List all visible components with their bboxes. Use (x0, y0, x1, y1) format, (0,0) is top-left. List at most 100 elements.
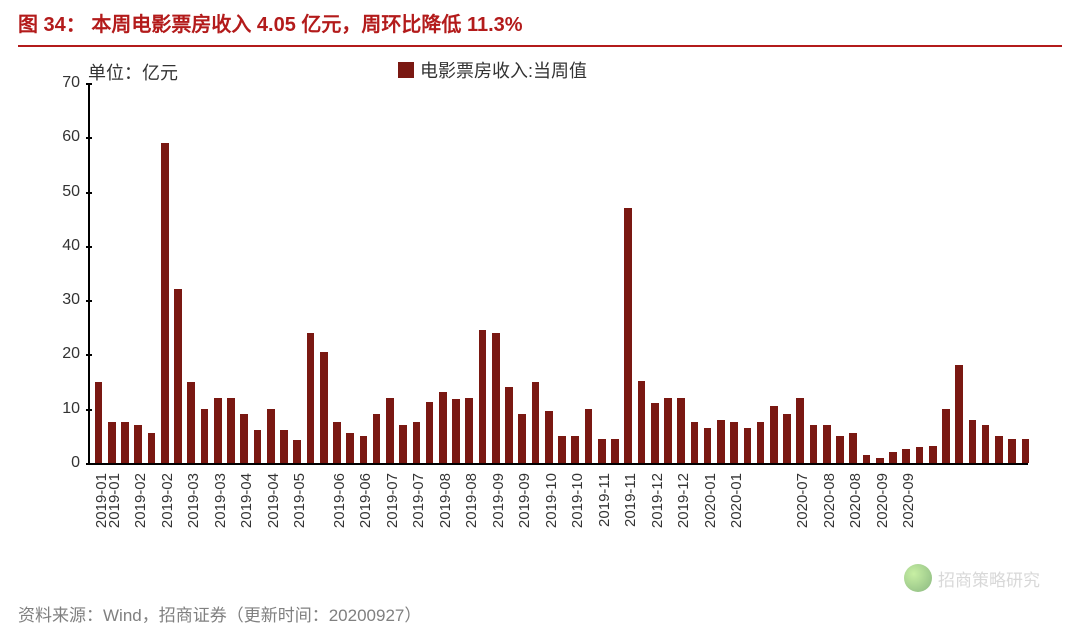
legend-swatch (398, 62, 414, 78)
bar (916, 447, 924, 463)
bar (399, 425, 407, 463)
x-tick-label: 2019-07 (410, 473, 427, 528)
bar (346, 433, 354, 463)
bar (730, 422, 738, 463)
bar (638, 381, 646, 464)
bar (955, 365, 963, 463)
y-tick: 10 (62, 400, 90, 418)
x-tick-label: 2019-06 (331, 473, 348, 528)
source-text: 资料来源：Wind，招商证券（更新时间：20200927） (18, 601, 421, 626)
bar (757, 422, 765, 463)
bar (121, 422, 129, 463)
x-tick-label: 2019-02 (159, 473, 176, 528)
plot-region: 010203040506070 (88, 85, 1028, 465)
x-tick-label: 2019-02 (132, 473, 149, 528)
bar (664, 398, 672, 463)
bar (545, 411, 553, 463)
bar (929, 446, 937, 463)
x-tick-label: 2019-08 (463, 473, 480, 528)
x-tick-label: 2019-12 (675, 473, 692, 528)
x-tick-label: 2019-06 (357, 473, 374, 528)
x-tick-label: 2019-11 (596, 473, 613, 527)
x-tick-label: 2020-08 (821, 473, 838, 528)
title-underline (18, 45, 1062, 47)
y-tick: 70 (62, 74, 90, 92)
bar (439, 392, 447, 463)
bar (770, 406, 778, 463)
bar (571, 436, 579, 463)
legend: 电影票房收入:当周值 (398, 57, 587, 83)
x-tick-label: 2019-10 (543, 473, 560, 528)
bar (333, 422, 341, 463)
bar (148, 433, 156, 463)
bar (836, 436, 844, 463)
bar (492, 333, 500, 463)
bar (293, 440, 301, 463)
bar (214, 398, 222, 463)
bar (532, 382, 540, 463)
chart-area: 单位：亿元 电影票房收入:当周值 010203040506070 2019-01… (18, 55, 1062, 575)
bar (677, 398, 685, 463)
bar (187, 382, 195, 463)
bar (995, 436, 1003, 463)
bar (585, 409, 593, 463)
watermark: 招商策略研究 (904, 564, 1040, 592)
bar (174, 289, 182, 463)
y-tick: 60 (62, 128, 90, 146)
bar (465, 398, 473, 463)
bar (426, 402, 434, 463)
y-tick: 50 (62, 183, 90, 201)
y-tick: 40 (62, 237, 90, 255)
bar (876, 458, 884, 463)
bar (902, 449, 910, 463)
bar-series (90, 85, 1028, 463)
bar (452, 399, 460, 463)
figure-text: 本周电影票房收入 4.05 亿元，周环比降低 11.3% (91, 14, 522, 36)
x-tick-label: 2019-08 (437, 473, 454, 528)
figure-title: 图 34： 本周电影票房收入 4.05 亿元，周环比降低 11.3% (0, 0, 1080, 43)
bar (849, 433, 857, 463)
bar (863, 455, 871, 463)
bar (479, 330, 487, 463)
x-tick-label: 2019-12 (649, 473, 666, 528)
bar (810, 425, 818, 463)
bar (280, 430, 288, 463)
bar (161, 143, 169, 463)
x-tick-label: 2020-01 (702, 473, 719, 528)
bar (558, 436, 566, 463)
bar (624, 208, 632, 463)
x-tick-label: 2019-11 (622, 473, 639, 527)
bar (518, 414, 526, 463)
bar (717, 420, 725, 463)
y-tick: 30 (62, 291, 90, 309)
bar (796, 398, 804, 463)
x-tick-label: 2020-09 (900, 473, 917, 528)
bar (320, 352, 328, 463)
bar (611, 439, 619, 463)
bar (254, 430, 262, 463)
bar (691, 422, 699, 463)
bar (744, 428, 752, 463)
bar (413, 422, 421, 463)
legend-text: 电影票房收入:当周值 (420, 57, 587, 83)
bar (651, 403, 659, 463)
x-tick-label: 2020-01 (728, 473, 745, 528)
x-tick-label: 2019-10 (569, 473, 586, 528)
x-tick-label: 2020-09 (874, 473, 891, 528)
x-tick-label: 2019-09 (516, 473, 533, 528)
x-tick-label: 2020-08 (847, 473, 864, 528)
bar (95, 382, 103, 463)
bar (783, 414, 791, 463)
y-axis-unit: 单位：亿元 (88, 59, 178, 85)
bar (704, 428, 712, 463)
bar (505, 387, 513, 463)
x-tick-label: 2019-03 (185, 473, 202, 528)
figure-label: 图 34： (18, 14, 86, 36)
x-axis-labels: 2019-012019-012019-022019-022019-032019-… (88, 473, 1028, 573)
watermark-text: 招商策略研究 (938, 566, 1040, 591)
y-tick: 20 (62, 345, 90, 363)
bar (227, 398, 235, 463)
bar (373, 414, 381, 463)
bar (942, 409, 950, 463)
x-tick-label: 2019-04 (238, 473, 255, 528)
